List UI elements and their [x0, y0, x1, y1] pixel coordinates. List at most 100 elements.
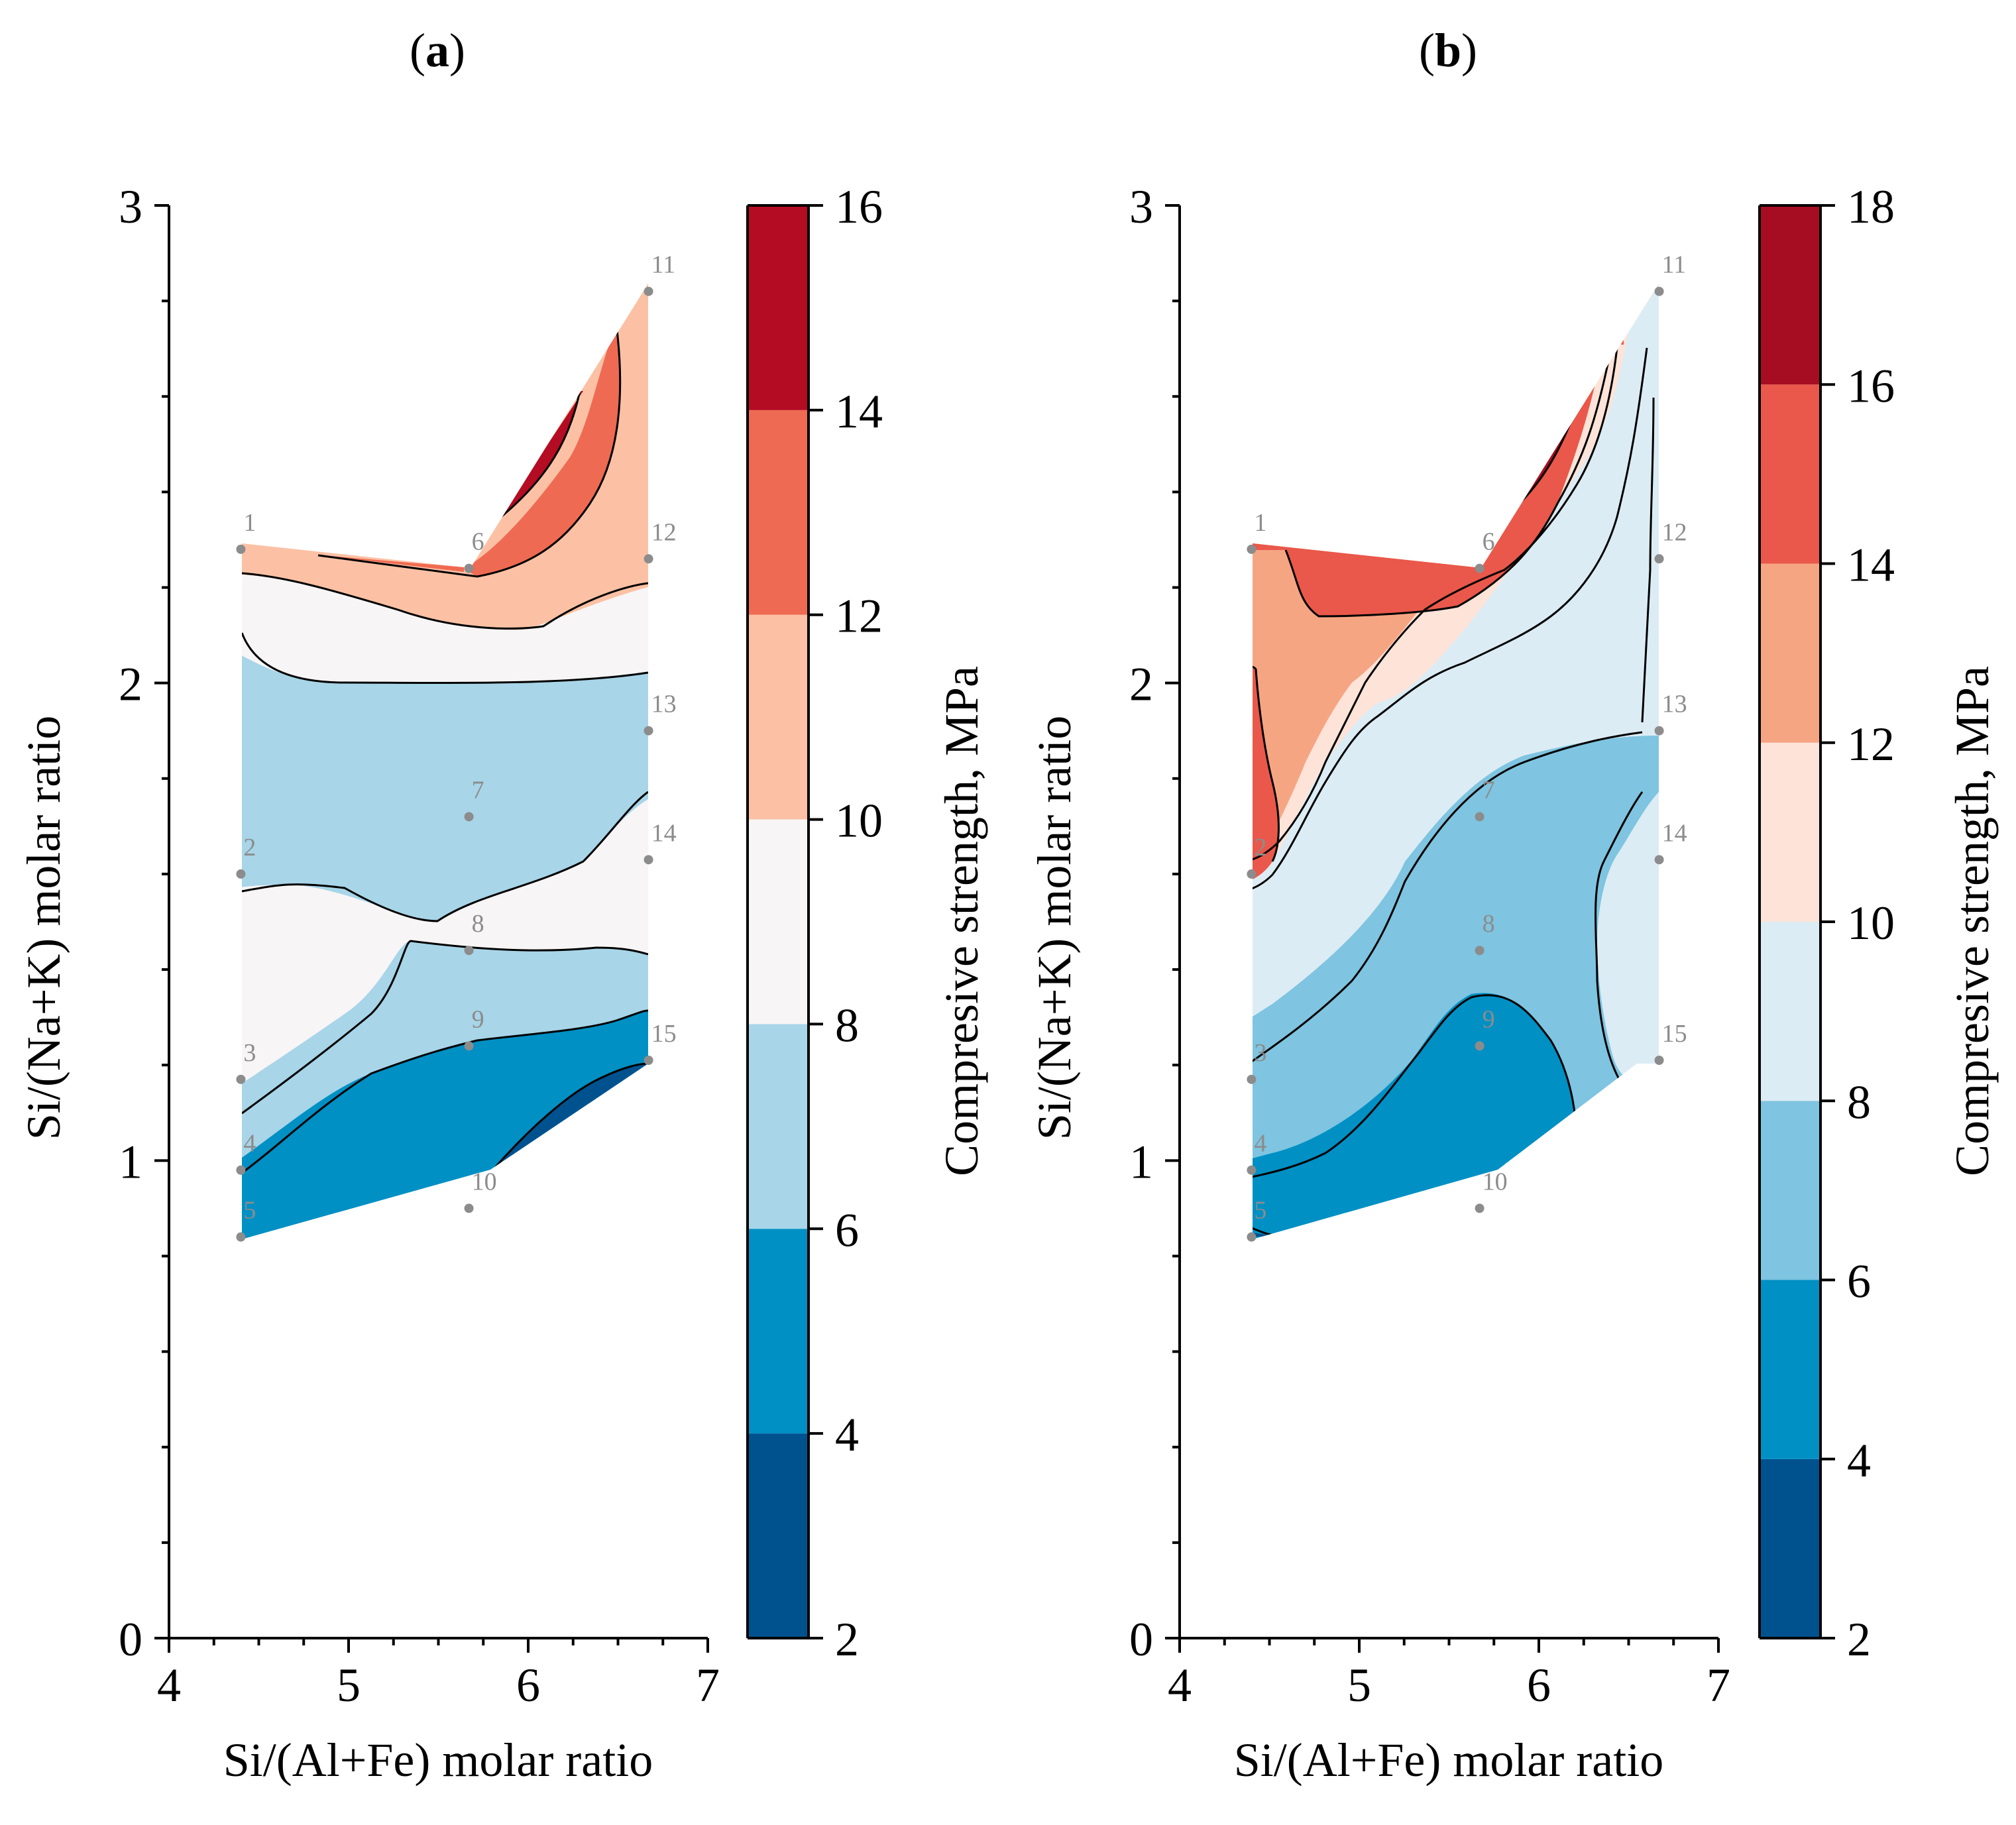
design-point-label: 2 — [243, 834, 256, 861]
colorbar-tick-label: 2 — [1847, 1613, 1871, 1666]
design-point-label: 15 — [1662, 1020, 1687, 1048]
design-point-label: 6 — [472, 528, 484, 556]
colorbar-band — [1760, 384, 1820, 564]
colorbar-band — [1760, 205, 1820, 385]
design-point-label: 5 — [243, 1197, 256, 1225]
panel-a-label: (a) — [410, 24, 465, 77]
y-tick-label: 2 — [1129, 658, 1153, 711]
panel-b-y-axis-label: Si/(Na+K) molar ratio — [1028, 716, 1081, 1140]
colorbar-band — [748, 819, 809, 1024]
panel-a-contour-line — [242, 632, 648, 685]
colorbar-tick-label: 14 — [835, 385, 883, 438]
y-tick-label: 0 — [1129, 1613, 1153, 1666]
panel-b-colorbar: 2 4 6 8 10 12 14 16 18 — [1760, 180, 1895, 1666]
y-tick-label: 3 — [1129, 180, 1153, 233]
colorbar-band — [1760, 1101, 1820, 1280]
design-point-label: 12 — [651, 518, 677, 546]
panel-a-contour-line — [242, 791, 648, 922]
y-tick-label: 0 — [119, 1613, 142, 1666]
design-point-label: 11 — [651, 251, 676, 279]
panel-a-fill-12-14 — [321, 325, 620, 577]
design-point — [1654, 286, 1664, 296]
colorbar-band — [748, 1229, 809, 1434]
x-tick-label: 6 — [1527, 1659, 1551, 1712]
colorbar-band — [748, 1024, 809, 1229]
design-point — [1654, 554, 1664, 564]
design-point — [1654, 726, 1664, 736]
design-point-label: 8 — [1483, 910, 1495, 938]
design-point — [1247, 1165, 1257, 1175]
colorbar-band — [1760, 1280, 1820, 1459]
x-tick-label: 6 — [516, 1659, 540, 1712]
y-tick-label: 2 — [119, 658, 142, 711]
design-point — [236, 1165, 246, 1175]
design-point — [464, 812, 474, 822]
x-tick-label: 5 — [337, 1659, 361, 1712]
design-point — [236, 1074, 246, 1084]
colorbar-tick-label: 14 — [1847, 539, 1895, 592]
design-point — [644, 286, 653, 296]
colorbar-tick-label: 12 — [1847, 718, 1895, 771]
panel-a-contour-line — [242, 1009, 648, 1174]
panel-b-fill-4-6 — [1253, 993, 1577, 1239]
x-tick-label: 5 — [1347, 1659, 1371, 1712]
y-tick-label: 3 — [119, 180, 142, 233]
design-point — [1247, 544, 1257, 554]
design-point — [236, 869, 246, 879]
design-point — [464, 1203, 474, 1213]
colorbar-tick-label: 6 — [835, 1203, 859, 1256]
colorbar-band — [1760, 1459, 1820, 1638]
design-point — [1475, 812, 1484, 822]
design-point — [644, 1055, 653, 1065]
design-point-label: 11 — [1662, 251, 1687, 279]
design-point-label: 10 — [472, 1168, 497, 1195]
design-point-label: 1 — [243, 509, 256, 537]
panel-b-contour-line — [1253, 994, 1579, 1186]
design-point-label: 7 — [1483, 776, 1495, 804]
panel-a-contour-line — [242, 940, 648, 1115]
design-point — [644, 726, 653, 736]
design-point-label: 15 — [651, 1020, 677, 1048]
design-point — [1475, 1203, 1484, 1213]
design-point — [236, 1232, 246, 1242]
design-point-label: 14 — [651, 819, 677, 847]
panel-b-label: (b) — [1419, 24, 1477, 77]
panel-b-letter: b — [1435, 24, 1461, 77]
panel-a-fill-4-6 — [242, 1007, 648, 1239]
design-point-label: 1 — [1254, 509, 1266, 537]
design-point-label: 3 — [1254, 1039, 1266, 1067]
design-point-label: 13 — [651, 691, 677, 718]
colorbar-tick-label: 10 — [1847, 897, 1895, 950]
panel-b-contour-line — [1641, 397, 1655, 723]
colorbar-band — [748, 1433, 809, 1638]
panel-b-fill-14-16-left — [1253, 661, 1279, 891]
design-point-label: 9 — [472, 1005, 484, 1033]
panel-b-x-ticks: 4 5 6 7 — [1168, 1638, 1730, 1712]
y-tick-label: 1 — [1129, 1135, 1153, 1188]
design-point — [1475, 563, 1484, 573]
panel-a-colorbar-label: Compresive strength, MPa — [935, 666, 988, 1176]
panel-a-y-ticks: 0 1 2 3 — [119, 180, 169, 1666]
design-point — [464, 946, 474, 956]
design-point-label: 8 — [472, 910, 484, 938]
colorbar-tick-label: 2 — [835, 1613, 859, 1666]
panel-a-x-ticks: 4 5 6 7 — [157, 1638, 720, 1712]
design-point-label: 10 — [1483, 1168, 1508, 1195]
x-tick-label: 7 — [1707, 1659, 1730, 1712]
colorbar-tick-label: 4 — [1847, 1434, 1871, 1487]
design-point — [1247, 869, 1257, 879]
colorbar-tick-label: 16 — [835, 180, 883, 233]
panel-a-fill-6-8-upper — [242, 633, 648, 921]
design-point — [644, 855, 653, 865]
panel-a-contour-line — [317, 324, 622, 578]
design-point-label: 9 — [1483, 1005, 1495, 1033]
panel-a-letter: a — [425, 24, 449, 77]
colorbar-band — [1760, 563, 1820, 743]
panel-b-contour-line — [1239, 789, 1247, 835]
panel-a-x-axis-label: Si/(Al+Fe) molar ratio — [223, 1734, 653, 1787]
design-point — [644, 554, 653, 564]
